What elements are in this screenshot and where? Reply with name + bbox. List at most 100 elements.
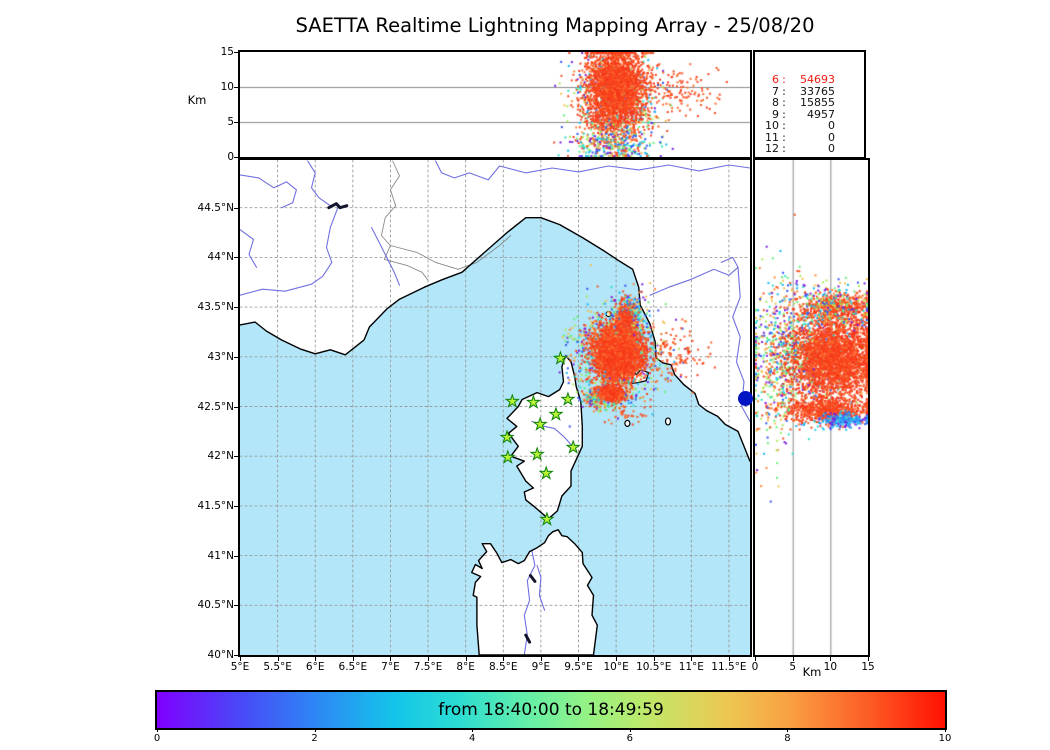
axis-tickmark (792, 657, 794, 661)
station-star-marker: ★ (532, 414, 548, 434)
axis-tickmark (234, 456, 238, 458)
axis-tickmark (234, 655, 238, 656)
axis-tickmark (653, 657, 655, 661)
altitude-level: 10 (765, 119, 779, 132)
axis-tickmark (830, 657, 832, 661)
axis-tickmark (240, 657, 241, 661)
lon-tick-label: 10°E (603, 661, 629, 673)
lat-tick-label: 43°N (207, 350, 234, 363)
station-star-marker: ★ (560, 388, 576, 408)
colorbar-tick-label: 2 (311, 733, 318, 744)
axis-tickmark (428, 657, 430, 661)
altitude-level: 11 (765, 130, 779, 144)
colorbar-tick-label: 0 (153, 733, 161, 744)
flash-count-value: 0 (828, 130, 835, 144)
top-panel-km-axis-label: Km (187, 93, 207, 107)
right-alt-tick-label: 10 (823, 661, 838, 673)
lat-tick-label: 40°N (207, 649, 234, 661)
right-panel-km-axis-label: Km (802, 665, 822, 679)
colorbar: from 18:40:00 to 18:49:59 (155, 690, 947, 730)
lon-tick-label: 6.5°E (338, 661, 368, 673)
station-star-marker: ★ (538, 463, 554, 483)
axis-tickmark (234, 122, 238, 123)
axis-tickmark (728, 657, 730, 661)
axis-tickmark (390, 657, 392, 661)
axis-tickmark (234, 356, 238, 358)
top-alt-tick-label: 0 (227, 151, 234, 163)
altitude-level: 7 (772, 84, 779, 98)
top-alt-tick-label: 15 (220, 46, 234, 58)
lon-tick-label: 5.5°E (263, 661, 292, 673)
flash-count-rows: 6:54693 7:33765 8:15855 9:4957 10:0 11:0 12:0 (755, 74, 864, 155)
lon-tick-label: 7°E (381, 661, 400, 673)
axis-tickmark (277, 657, 279, 661)
axis-tickmark (234, 307, 238, 309)
flash-count-value: 54693 (800, 73, 835, 86)
axis-tickmark (540, 657, 542, 661)
lon-tick-label: 6°E (305, 661, 325, 673)
axis-tickmark (234, 52, 238, 53)
lon-tick-label: 11°E (678, 661, 704, 673)
station-star-marker: ★ (500, 447, 515, 467)
station-star-marker: ★ (529, 444, 545, 464)
colorbar-time-range-label: from 18:40:00 to 18:49:59 (438, 700, 664, 720)
axis-tickmark (234, 555, 238, 557)
flash-count-value: 15855 (800, 96, 835, 109)
colon: : (782, 107, 786, 121)
flash-count-row: 10: 0 (755, 120, 864, 132)
lon-tick-label: 8°E (456, 661, 475, 673)
lat-tick-label: 44°N (207, 251, 234, 264)
axis-tickmark (234, 505, 238, 507)
axis-tickmark (234, 406, 238, 408)
colorbar-tick-label: 6 (626, 733, 633, 744)
axis-tickmark (503, 657, 505, 661)
flash-count-value: 33765 (800, 84, 835, 98)
colon: : (782, 84, 786, 98)
axis-tickmark (315, 657, 317, 661)
flash-count-row: 6: 54693 (755, 74, 864, 86)
flash-count-value: 4957 (807, 107, 835, 121)
altitude-vs-latitude-panel (753, 158, 870, 657)
flash-count-row: 7:33765 (755, 84, 864, 98)
axis-tickmark (945, 728, 946, 732)
map-lightning-scatter (240, 160, 750, 655)
axis-tickmark (234, 257, 238, 259)
station-star-marker: ★ (553, 348, 568, 368)
axis-tickmark (691, 657, 693, 661)
blue-circle-marker (737, 391, 753, 407)
axis-tickmark (234, 157, 238, 158)
right-alt-tick-label: 0 (751, 661, 759, 673)
colorbar-tick-label: 8 (784, 733, 791, 744)
flash-count-row: 12: 0 (755, 143, 864, 155)
axis-tickmark (352, 657, 354, 661)
lon-tick-label: 10.5°E (636, 661, 672, 673)
station-star-marker: ★ (566, 437, 581, 457)
lon-tick-label: 9.5°E (564, 661, 593, 673)
right-alt-tick-label: 15 (861, 661, 875, 673)
lat-tick-label: 42°N (207, 450, 234, 463)
lat-tick-label: 41°N (207, 549, 234, 562)
figure-title: SAETTA Realtime Lightning Mapping Array … (295, 14, 815, 37)
flash-count-row: 11: 0 (755, 130, 864, 144)
flash-count-value: 0 (828, 119, 835, 132)
lat-tick-label: 42.5°N (197, 400, 234, 413)
station-star-marker: ★ (548, 404, 564, 424)
altitude-level: 12 (765, 142, 779, 155)
altitude-level: 8 (772, 96, 779, 109)
axis-tickmark (157, 728, 158, 732)
colorbar-tick-label: 10 (938, 733, 952, 744)
lon-tick-label: 7.5°E (413, 661, 443, 673)
axis-tickmark (868, 657, 869, 661)
flash-count-value: 0 (828, 142, 835, 155)
lon-tick-label: 5°E (230, 661, 250, 673)
axis-tickmark (472, 728, 474, 732)
axis-tickmark (616, 657, 618, 661)
flash-count-row: 8: 15855 (755, 97, 864, 109)
station-star-marker: ★ (505, 390, 520, 410)
lat-tick-label: 40.5°N (197, 599, 234, 612)
axis-tickmark (234, 207, 238, 209)
colon: : (782, 119, 786, 132)
altitude-vs-longitude-scatter (240, 52, 750, 157)
lat-tick-label: 43.5°N (197, 301, 234, 314)
